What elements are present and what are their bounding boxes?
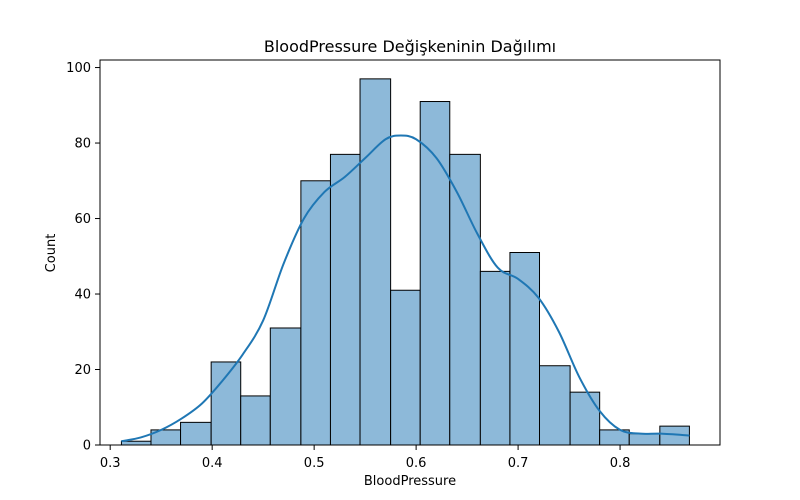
y-tick-label: 60 bbox=[74, 212, 91, 227]
y-axis-ticks: 0 20 40 60 80 100 bbox=[66, 61, 100, 454]
histogram-bars bbox=[120, 78, 690, 446]
histogram-bar bbox=[240, 395, 271, 446]
histogram-bar bbox=[539, 365, 571, 446]
x-tick-label: 0.4 bbox=[202, 456, 223, 471]
histogram-bar bbox=[449, 153, 481, 446]
x-axis-ticks: 0.3 0.4 0.5 0.6 0.7 0.8 bbox=[100, 445, 631, 471]
x-tick-label: 0.8 bbox=[610, 456, 631, 471]
y-tick-label: 0 bbox=[83, 439, 91, 454]
histogram-bar bbox=[180, 421, 212, 446]
histogram-bar bbox=[300, 180, 331, 446]
histogram-bar bbox=[359, 78, 392, 446]
y-tick-label: 40 bbox=[74, 288, 91, 303]
histogram-bar bbox=[628, 433, 661, 446]
histogram-bar bbox=[329, 153, 361, 446]
y-tick-label: 80 bbox=[74, 137, 91, 152]
histogram-bar bbox=[479, 270, 511, 446]
y-axis-label: Count bbox=[44, 234, 59, 273]
y-tick-label: 100 bbox=[66, 61, 91, 76]
histogram-bar bbox=[390, 289, 421, 446]
x-axis-label: BloodPressure bbox=[364, 474, 456, 489]
x-tick-label: 0.3 bbox=[100, 456, 121, 471]
kde-curve bbox=[121, 134, 690, 443]
histogram-bar bbox=[210, 361, 242, 446]
x-tick-label: 0.5 bbox=[304, 456, 325, 471]
histogram-bar bbox=[509, 252, 541, 446]
histogram-bar bbox=[569, 391, 601, 446]
x-tick-label: 0.6 bbox=[406, 456, 427, 471]
x-tick-label: 0.7 bbox=[508, 456, 529, 471]
y-tick-label: 20 bbox=[74, 363, 91, 378]
plot-area-frame bbox=[99, 59, 721, 446]
chart-title: BloodPressure Değişkeninin Dağılımı bbox=[264, 37, 556, 56]
histogram-bar bbox=[269, 327, 302, 446]
histogram-bar bbox=[120, 440, 152, 446]
histogram-bar bbox=[419, 101, 451, 446]
